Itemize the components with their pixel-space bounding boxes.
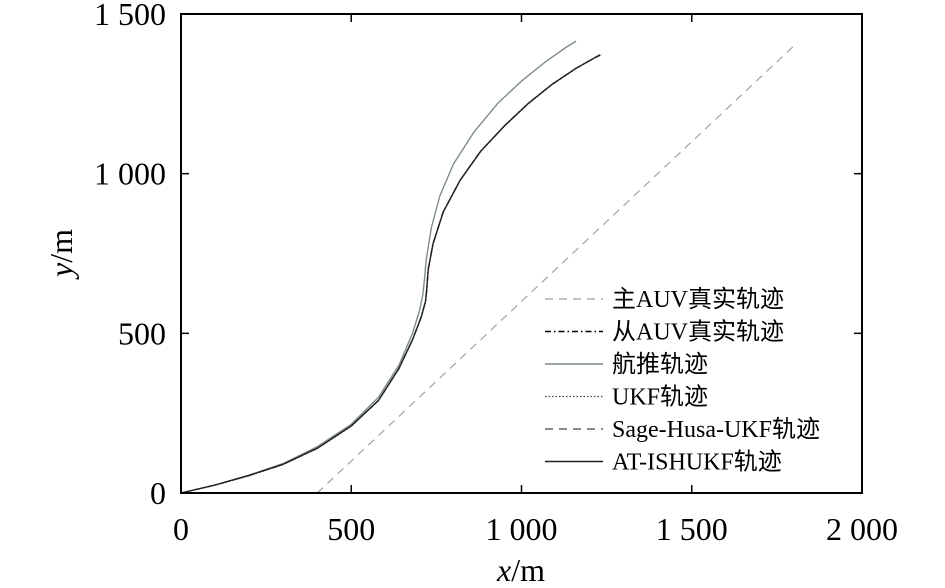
y-tick-label: 500: [118, 315, 166, 351]
series-line-6: [180, 54, 601, 494]
x-axis-unit: /m: [511, 552, 545, 588]
legend-label-5: Sage-Husa-UKF轨迹: [612, 416, 820, 443]
x-tick-label: 2 000: [826, 511, 898, 547]
y-tick-label: 0: [150, 475, 166, 511]
x-axis-var: x: [496, 552, 511, 588]
legend-label-1: 主AUV真实轨迹: [612, 286, 784, 313]
series-line-4: [180, 53, 602, 494]
legend-label-6: AT-ISHUKF轨迹: [612, 449, 782, 476]
legend-label-2: 从AUV真实轨迹: [612, 319, 784, 346]
x-tick-label: 500: [327, 511, 375, 547]
series-line-3: [180, 40, 577, 494]
x-axis-label: x/m: [496, 552, 545, 588]
series-line-1: [316, 42, 798, 494]
x-tick-label: 1 500: [656, 511, 728, 547]
y-tick-label: 1 500: [94, 0, 166, 32]
series-line-5: [180, 54, 601, 494]
ticks-layer: 0 500 1 000 1 500 2 000 0 500 1 000 1 500: [94, 0, 898, 547]
series-layer: [180, 40, 798, 494]
legend-label-4: UKF轨迹: [612, 384, 708, 411]
y-axis-unit: /m: [43, 229, 79, 263]
x-tick-label: 1 000: [486, 511, 558, 547]
x-tick-label: 0: [173, 511, 189, 547]
y-tick-label: 1 000: [94, 156, 166, 192]
y-axis-var: y: [43, 262, 79, 280]
series-line-2: [180, 54, 601, 494]
y-axis-label: y/m: [43, 229, 79, 280]
legend-label-3: 航推轨迹: [612, 351, 708, 378]
